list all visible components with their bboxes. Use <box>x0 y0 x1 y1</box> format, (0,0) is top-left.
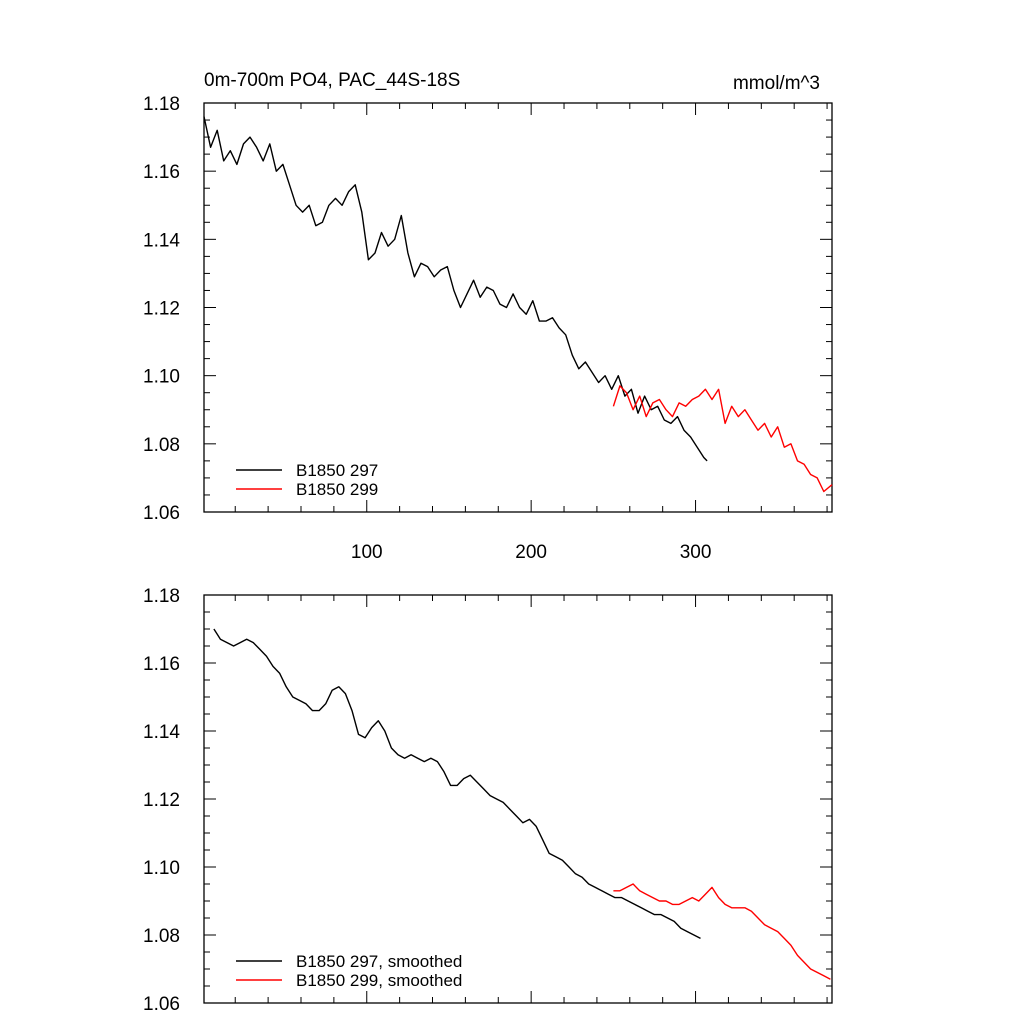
y-tick-label: 1.18 <box>143 586 180 607</box>
y-tick-label: 1.08 <box>143 926 180 947</box>
y-tick-label: 1.06 <box>143 503 180 524</box>
x-tick-label: 300 <box>680 542 712 563</box>
series-line-b1850-299 <box>612 385 833 493</box>
y-tick-label: 1.08 <box>143 435 180 456</box>
y-tick-label: 1.10 <box>143 367 180 388</box>
x-tick-label: 200 <box>515 542 547 563</box>
top-panel-pc4-raw: 1.06 1.08 1.10 1.12 1.14 1.16 1.18 100 200 300 0m-… <box>143 70 833 563</box>
chart-title: 0m-700m PO4, PAC_44S-18S <box>204 70 460 91</box>
y-tick-label: 1.16 <box>143 654 180 675</box>
legend-label: B1850 297, smoothed <box>296 952 462 971</box>
y-tick-label: 1.06 <box>143 994 180 1015</box>
y-tick-label: 1.14 <box>143 230 180 251</box>
legend-label: B1850 299 <box>296 480 378 499</box>
series-line-b1850-297 <box>203 116 708 462</box>
x-tick-label: 100 <box>351 542 383 563</box>
y-tick-label: 1.18 <box>143 94 180 115</box>
y-tick-label: 1.12 <box>143 790 180 811</box>
plot-frame <box>203 594 833 1004</box>
units-label: mmol/m^3 <box>733 73 820 94</box>
y-tick-label: 1.12 <box>143 299 180 320</box>
y-tick-label: 1.14 <box>143 722 180 743</box>
bottom-panel-pc4-smoothed: 1.06 1.08 1.10 1.12 1.14 1.16 1.18 B1850 297, s… <box>143 586 833 1015</box>
series-line-b1850-299 <box>613 883 831 980</box>
legend-label: B1850 297 <box>296 461 378 480</box>
plot-frame <box>203 102 833 513</box>
y-tick-label: 1.16 <box>143 162 180 183</box>
y-tick-label: 1.10 <box>143 858 180 879</box>
legend-label: B1850 299, smoothed <box>296 971 462 990</box>
series-line-b1850-297 <box>213 628 701 940</box>
